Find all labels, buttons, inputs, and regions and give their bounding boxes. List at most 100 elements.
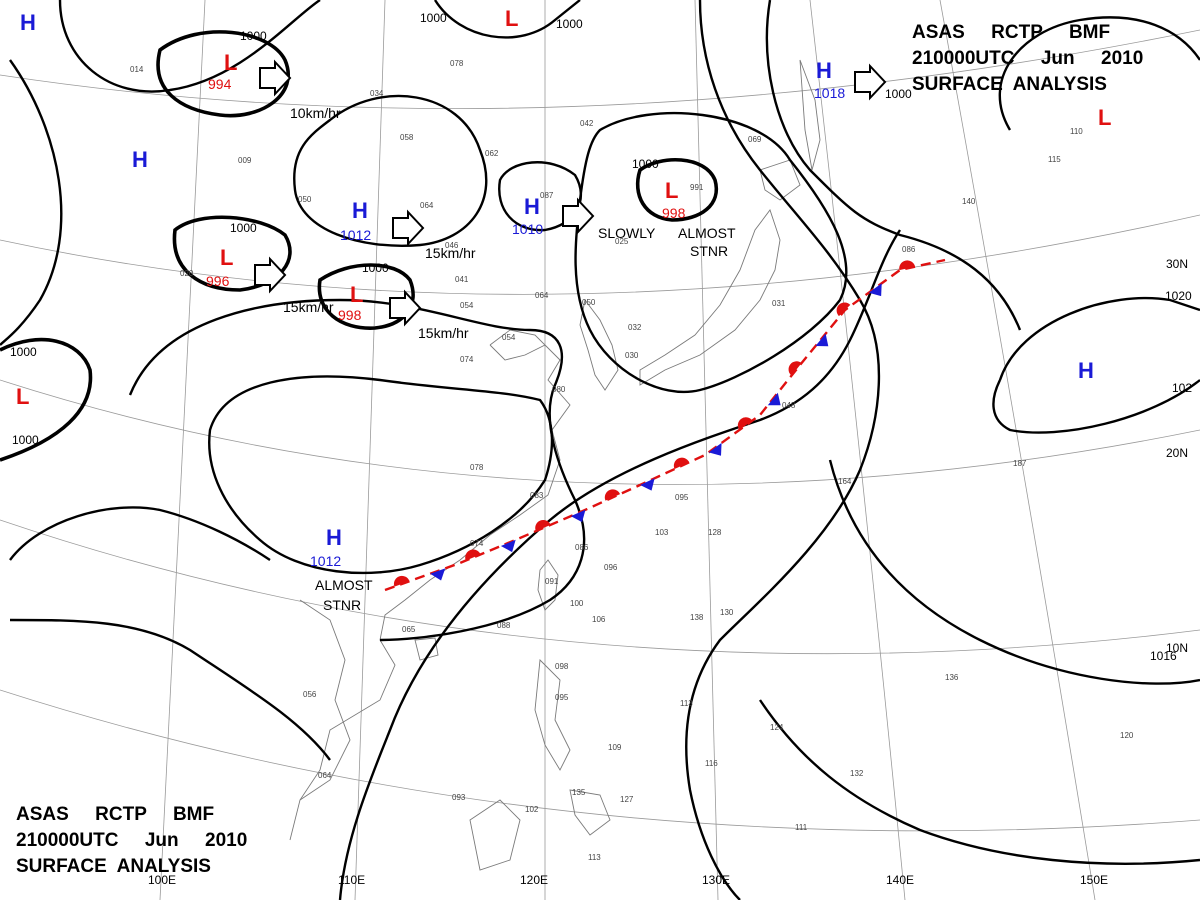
header-line: SURFACE ANALYSIS	[16, 856, 211, 877]
graticule-lon-140e	[809, 0, 906, 900]
station-value: 130	[720, 608, 734, 617]
motion-speed-label: 15km/hr	[283, 299, 334, 315]
front-symbols	[393, 260, 916, 587]
motion-speed-label: 10km/hr	[290, 105, 341, 121]
station-value: 138	[690, 613, 704, 622]
station-value: 136	[945, 673, 959, 682]
isobar-west	[0, 59, 63, 346]
isobar-central-high	[293, 94, 488, 247]
cold-front-triangle-icon	[430, 568, 446, 581]
isobar-south-china	[338, 229, 901, 900]
warm-front-semicircle-icon	[737, 417, 753, 430]
isobar-label: 1016	[1150, 649, 1177, 663]
isobar-large-ring	[128, 298, 586, 642]
station-value: 093	[452, 793, 466, 802]
isobar-sw-trough	[9, 618, 331, 761]
motion-arrow-icon	[259, 59, 292, 97]
low-pressure-value: 998	[662, 205, 686, 221]
isobar-label: 1000	[362, 261, 389, 275]
cold-front-triangle-icon	[500, 539, 516, 553]
isobar-1020-ring	[992, 296, 1200, 434]
station-value: 048	[782, 401, 796, 410]
motion-arrow-icon	[389, 289, 422, 327]
pressure-centers: H L 994 H L 996 H 1012 L 998 H 1010 L 99…	[16, 6, 1111, 569]
header-line: 210000UTC Jun 2010	[912, 48, 1143, 69]
low-pressure-symbol: L	[1098, 105, 1111, 130]
motion-arrow-icon	[854, 63, 887, 101]
isobar-label: 102	[1172, 381, 1192, 395]
coast-hainan	[414, 637, 439, 661]
coast-china	[289, 344, 571, 841]
cold-front-triangle-icon	[570, 509, 586, 523]
isobar-north-central	[433, 0, 581, 39]
graticule-lon-150e	[939, 0, 1096, 900]
station-value: 064	[535, 291, 549, 300]
motion-speed-label: 15km/hr	[418, 325, 469, 341]
header-line: SURFACE ANALYSIS	[912, 74, 1107, 95]
longitude-label: 120E	[520, 873, 548, 887]
motion-speed-label: 15km/hr	[425, 245, 476, 261]
station-value: 074	[470, 539, 484, 548]
latitude-label: 30N	[1166, 257, 1188, 271]
isobar-label: 1000	[632, 157, 659, 171]
motion-arrow-icon	[392, 209, 425, 247]
isobar-low-west-edge	[0, 337, 93, 462]
coast-sakhalin	[799, 59, 821, 171]
station-value: 116	[705, 759, 718, 768]
station-value: 034	[370, 89, 384, 98]
isobar-label: 1020	[1165, 289, 1192, 303]
motion-status-label: STNR	[323, 597, 361, 613]
warm-front-semicircle-icon	[788, 361, 802, 376]
cold-front-triangle-icon	[868, 283, 882, 297]
high-pressure-symbol: H	[816, 58, 832, 83]
station-value: 088	[497, 621, 511, 630]
low-pressure-symbol: L	[350, 282, 363, 307]
station-value: 086	[902, 245, 916, 254]
graticule-lat-20n	[0, 379, 1200, 485]
high-pressure-symbol: H	[1078, 358, 1094, 383]
station-value: 103	[655, 528, 669, 537]
isobar-west-south	[9, 506, 271, 561]
latitude-label: 20N	[1166, 446, 1188, 460]
high-pressure-symbol: H	[20, 10, 36, 35]
high-pressure-value: 1018	[814, 85, 845, 101]
station-value: 080	[552, 385, 566, 394]
isobar-low-996	[172, 215, 292, 292]
station-value: 083	[530, 491, 544, 500]
isobar-pacific-west	[685, 0, 881, 900]
station-value: 127	[620, 795, 634, 804]
station-value: 069	[748, 135, 762, 144]
isobar-label: 1000	[420, 11, 447, 25]
graticule-lat-0	[0, 689, 1200, 832]
warm-front-semicircle-icon	[393, 575, 410, 587]
station-value: 031	[772, 299, 786, 308]
station-value: 065	[402, 625, 416, 634]
station-value: 058	[400, 133, 414, 142]
header-line: ASAS RCTP BMF	[912, 22, 1110, 43]
station-value: 078	[450, 59, 464, 68]
warm-front-semicircle-icon	[535, 519, 551, 532]
low-pressure-symbol: L	[665, 178, 678, 203]
low-pressure-value: 996	[206, 273, 230, 289]
graticule-lat-40n	[0, 29, 1200, 109]
graticule-lat-30n	[0, 214, 1200, 295]
isobar-label: 1000	[10, 345, 37, 359]
coast-luzon	[534, 659, 571, 771]
isobar-low-994	[156, 30, 290, 118]
station-value: 046	[445, 241, 459, 250]
coast-korea	[579, 298, 619, 391]
coordinate-labels: 30N 20N 10N 100E 110E 120E 130E 140E 150…	[148, 257, 1188, 887]
longitude-label: 110E	[338, 873, 365, 887]
station-value: 030	[625, 351, 639, 360]
station-value: 025	[615, 237, 629, 246]
station-value: 113	[680, 699, 693, 708]
isobar-label: 1000	[240, 29, 267, 43]
station-value: 042	[580, 119, 594, 128]
cold-front-triangle-icon	[767, 392, 781, 406]
low-pressure-symbol: L	[224, 50, 237, 75]
coast-hokkaido	[759, 159, 801, 201]
coast-japan	[639, 209, 781, 386]
